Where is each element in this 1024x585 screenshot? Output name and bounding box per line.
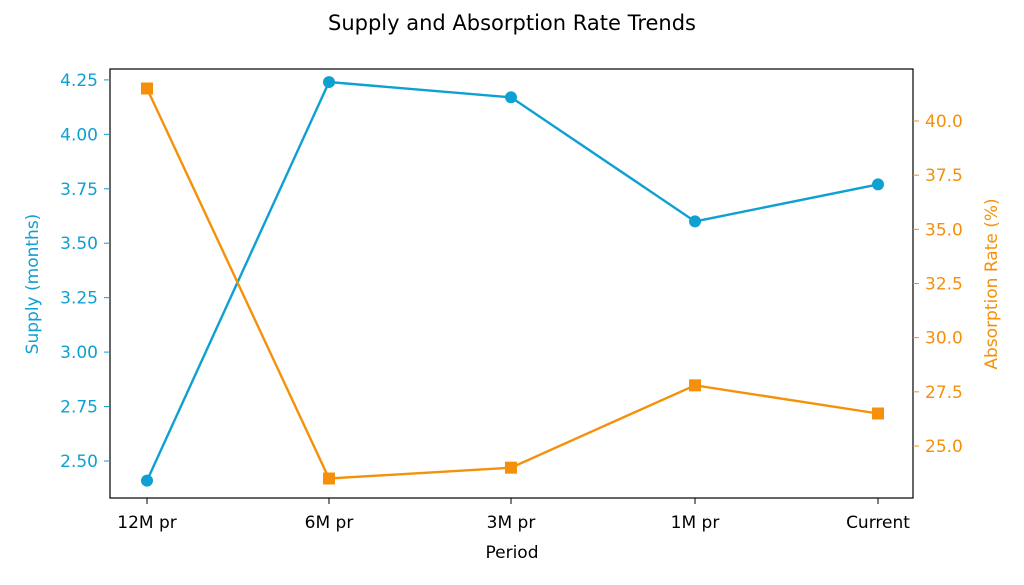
right-y-tick-label: 32.5	[925, 275, 963, 295]
left-y-tick-label: 2.75	[60, 398, 98, 418]
x-axis-label: Period	[485, 543, 538, 563]
right-y-tick-label: 35.0	[925, 220, 963, 240]
left-y-axis-label: Supply (months)	[23, 214, 43, 355]
x-tick-label: Current	[846, 513, 910, 533]
x-tick-label: 1M pr	[671, 513, 720, 533]
right-y-tick-label: 30.0	[925, 329, 963, 349]
chart-title: Supply and Absorption Rate Trends	[328, 11, 696, 35]
right-y-tick-label: 25.0	[925, 437, 963, 457]
plot-area	[109, 68, 914, 499]
series-2-point	[141, 82, 153, 95]
right-y-tick-label: 40.0	[925, 112, 963, 132]
series-1-point	[141, 474, 153, 487]
series-2-point	[323, 472, 335, 485]
series-line-2	[145, 87, 879, 480]
x-axis-ticks: 12M pr 6M pr 3M pr 1M pr Current	[117, 498, 910, 533]
series-layer	[141, 76, 884, 487]
series-2-point	[872, 407, 884, 420]
series-2-point	[505, 461, 517, 474]
left-y-tick-label: 3.75	[60, 180, 98, 200]
right-y-axis-label: Absorption Rate (%)	[982, 198, 1002, 369]
series-1-point	[505, 91, 517, 104]
right-y-tick-label: 37.5	[925, 166, 963, 186]
series-1-point	[872, 178, 884, 191]
left-y-tick-label: 2.50	[60, 452, 98, 472]
series-1-point	[689, 215, 701, 228]
left-y-tick-label: 3.25	[60, 289, 98, 309]
left-y-tick-label: 3.00	[60, 343, 98, 363]
series-2-point	[689, 379, 701, 392]
left-y-tick-label: 3.50	[60, 234, 98, 254]
x-tick-label: 6M pr	[305, 513, 354, 533]
right-y-tick-label: 27.5	[925, 383, 963, 403]
series-1-point	[323, 76, 335, 89]
right-y-axis-ticks: 25.0 27.5 30.0 32.5 35.0 37.5 40.0	[913, 112, 963, 457]
left-y-tick-label: 4.25	[60, 71, 98, 91]
series-line-1	[145, 80, 879, 482]
left-y-tick-label: 4.00	[60, 125, 98, 145]
x-tick-label: 12M pr	[117, 513, 176, 533]
x-tick-label: 3M pr	[487, 513, 536, 533]
left-y-axis-ticks: 2.50 2.75 3.00 3.25 3.50 3.75 4.00 4.25	[60, 71, 110, 472]
